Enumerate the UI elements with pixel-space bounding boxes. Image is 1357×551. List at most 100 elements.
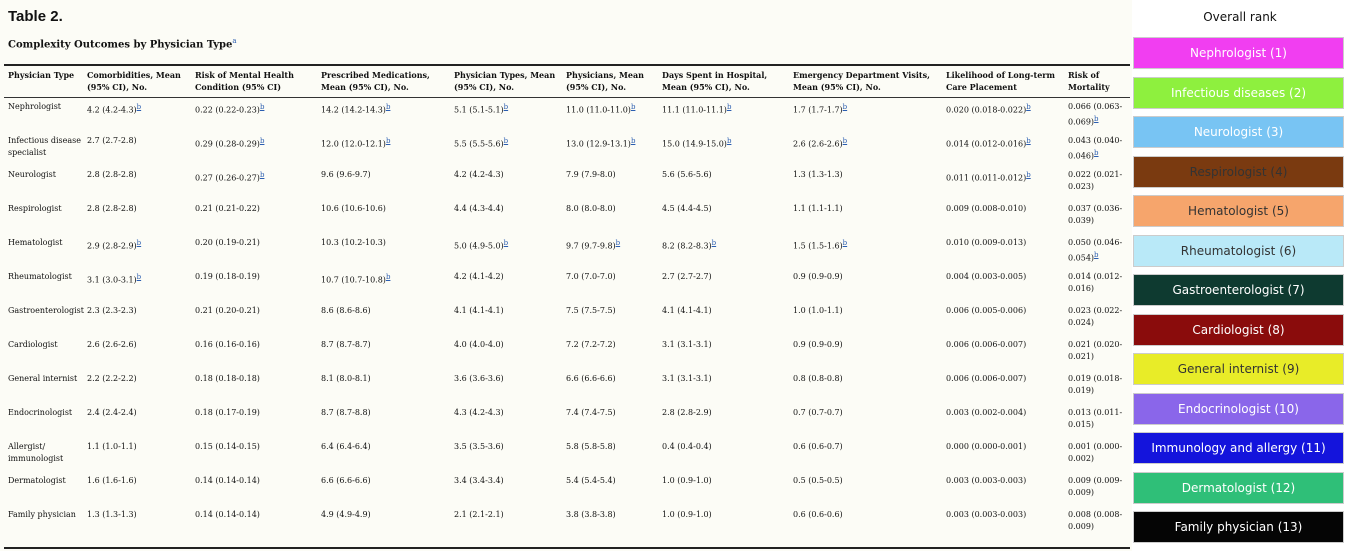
- cell-value: 2.7 (2.7-2.8): [87, 136, 137, 145]
- cell-value: 7.4 (7.4-7.5): [566, 408, 616, 417]
- table-header-row: Physician Type Comorbidities, Mean (95% C…: [4, 66, 1130, 98]
- table-cell: 4.9 (4.9-4.9): [317, 506, 450, 540]
- cell-value: 0.006 (0.006-0.007): [946, 340, 1027, 349]
- cell-value: 0.8 (0.8-0.8): [793, 374, 843, 383]
- table-cell: 7.9 (7.9-8.0): [562, 166, 658, 200]
- table-cell: 0.9 (0.9-0.9): [789, 268, 942, 302]
- rank-item: Hematologist (5): [1133, 195, 1344, 227]
- table-cell: 1.7 (1.7-1.7)b: [789, 98, 942, 133]
- cell-value: 4.3 (4.2-4.3): [454, 408, 504, 417]
- table-cell: 2.3 (2.3-2.3): [83, 302, 191, 336]
- footnote-link[interactable]: b: [842, 239, 848, 247]
- table-cell: 2.9 (2.8-2.9)b: [83, 234, 191, 268]
- footnote-link[interactable]: b: [259, 171, 265, 179]
- table-cell: 8.0 (8.0-8.0): [562, 200, 658, 234]
- cell-value: 9.7 (9.7-9.8): [566, 241, 616, 251]
- caption-footnote-link[interactable]: a: [232, 37, 237, 45]
- cell-value: 7.2 (7.2-7.2): [566, 340, 616, 349]
- footnote-link[interactable]: b: [1026, 137, 1031, 145]
- rank-item: Gastroenterologist (7): [1133, 274, 1344, 306]
- row-label-cell: Hematologist: [4, 234, 83, 268]
- cell-value: 0.27 (0.26-0.27): [195, 173, 260, 183]
- footnote-link[interactable]: b: [136, 239, 142, 247]
- cell-value: 0.066 (0.063-0.069): [1068, 102, 1123, 127]
- cell-value: 0.009 (0.009-0.009): [1068, 476, 1123, 497]
- footnote-link[interactable]: b: [842, 137, 848, 145]
- footnote-link[interactable]: b: [842, 103, 848, 111]
- row-label-cell: Allergist/ immunologist: [4, 438, 83, 472]
- footnote-link[interactable]: b: [136, 273, 142, 281]
- table-cell: 2.8 (2.8-2.8): [83, 200, 191, 234]
- footnote-link[interactable]: b: [1094, 251, 1099, 259]
- table-cell: 4.4 (4.3-4.4): [450, 200, 562, 234]
- cell-value: 2.3 (2.3-2.3): [87, 306, 137, 315]
- footnote-link[interactable]: b: [385, 137, 391, 145]
- cell-value: 0.037 (0.036-0.039): [1068, 204, 1123, 225]
- cell-value: Respirologist: [8, 204, 62, 213]
- cell-value: 8.1 (8.0-8.1): [321, 374, 371, 383]
- cell-value: 0.7 (0.7-0.7): [793, 408, 843, 417]
- footnote-link[interactable]: b: [385, 273, 391, 281]
- cell-value: 4.5 (4.4-4.5): [662, 204, 712, 213]
- row-label-cell: General internist: [4, 370, 83, 404]
- row-label-cell: Endocrinologist: [4, 404, 83, 438]
- cell-value: 4.2 (4.2-4.3): [87, 105, 137, 115]
- table-cell: 0.9 (0.9-0.9): [789, 336, 942, 370]
- table-row: Gastroenterologist 2.3 (2.3-2.3) 0.21 (0.2…: [4, 302, 1130, 336]
- table-cell: 1.5 (1.5-1.6)b: [789, 234, 942, 268]
- table-cell: 6.4 (6.4-6.4): [317, 438, 450, 472]
- footnote-link[interactable]: b: [136, 103, 142, 111]
- cell-value: 0.6 (0.6-0.7): [793, 442, 843, 451]
- table-cell: 0.20 (0.19-0.21): [191, 234, 317, 268]
- cell-value: 0.29 (0.28-0.29): [195, 139, 260, 149]
- table-cell: 1.6 (1.6-1.6): [83, 472, 191, 506]
- table-cell: 0.019 (0.018-0.019): [1064, 370, 1130, 404]
- footnote-link[interactable]: b: [1026, 171, 1031, 179]
- column-header: Likelihood of Long-term Care Placement: [942, 66, 1064, 98]
- footnote-link[interactable]: b: [503, 137, 509, 145]
- cell-value: 0.14 (0.14-0.14): [195, 510, 260, 519]
- cell-value: 2.8 (2.8-2.8): [87, 170, 137, 179]
- footnote-link[interactable]: b: [630, 103, 636, 111]
- table-cell: 0.022 (0.021-0.023): [1064, 166, 1130, 200]
- footnote-link[interactable]: b: [503, 103, 509, 111]
- table-cell: 3.1 (3.1-3.1): [658, 370, 789, 404]
- footnote-link[interactable]: b: [726, 103, 732, 111]
- cell-value: 2.7 (2.7-2.7): [662, 272, 712, 281]
- table-row: Endocrinologist 2.4 (2.4-2.4) 0.18 (0.17-0…: [4, 404, 1130, 438]
- footnote-link[interactable]: b: [726, 137, 732, 145]
- table-cell: 0.037 (0.036-0.039): [1064, 200, 1130, 234]
- column-header: Risk of Mortality: [1064, 66, 1130, 98]
- footnote-link[interactable]: b: [259, 103, 265, 111]
- table-cell: 2.6 (2.6-2.6): [83, 336, 191, 370]
- table-cell: 0.6 (0.6-0.6): [789, 506, 942, 540]
- cell-value: 0.008 (0.008-0.009): [1068, 510, 1123, 531]
- footnote-link[interactable]: b: [630, 137, 636, 145]
- footnote-link[interactable]: b: [259, 137, 265, 145]
- cell-value: 5.6 (5.6-5.6): [662, 170, 712, 179]
- footnote-link[interactable]: b: [1094, 149, 1099, 157]
- table-cell: 2.6 (2.6-2.6)b: [789, 132, 942, 166]
- footnote-link[interactable]: b: [385, 103, 391, 111]
- table-cell: 4.5 (4.4-4.5): [658, 200, 789, 234]
- footnote-link[interactable]: b: [1094, 115, 1099, 123]
- footnote-link[interactable]: b: [503, 239, 509, 247]
- cell-value: 3.1 (3.1-3.1): [662, 374, 712, 383]
- footnote-link[interactable]: b: [1026, 103, 1031, 111]
- cell-value: 0.021 (0.020-0.021): [1068, 340, 1123, 361]
- footnote-link[interactable]: b: [615, 239, 621, 247]
- cell-value: 1.0 (0.9-1.0): [662, 476, 712, 485]
- footnote-link[interactable]: b: [711, 239, 717, 247]
- column-header: Physician Types, Mean (95% CI), No.: [450, 66, 562, 98]
- cell-value: 0.043 (0.040-0.046): [1068, 136, 1123, 161]
- cell-value: 0.9 (0.9-0.9): [793, 272, 843, 281]
- cell-value: 6.6 (6.6-6.6): [566, 374, 616, 383]
- table-cell: 1.1 (1.1-1.1): [789, 200, 942, 234]
- table-cell: 0.18 (0.17-0.19): [191, 404, 317, 438]
- cell-value: Cardiologist: [8, 340, 58, 349]
- table-cell: 11.1 (11.0-11.1)b: [658, 98, 789, 133]
- table-cell: 2.8 (2.8-2.9): [658, 404, 789, 438]
- row-label-cell: Infectious disease specialist: [4, 132, 83, 166]
- table-cell: 0.013 (0.011-0.015): [1064, 404, 1130, 438]
- cell-value: Family physician: [8, 510, 76, 519]
